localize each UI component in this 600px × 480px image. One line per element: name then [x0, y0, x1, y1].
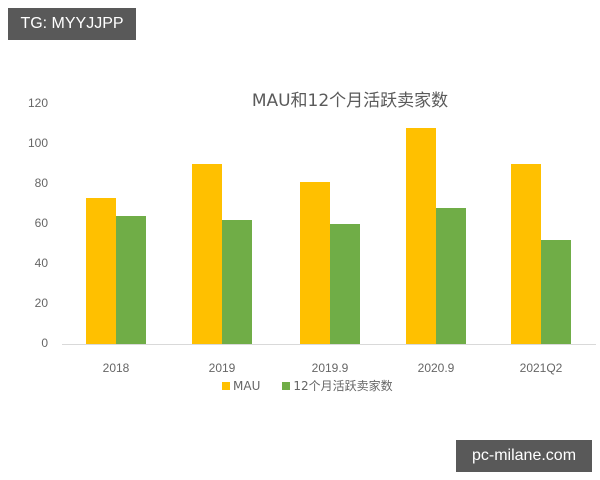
legend: MAU 12个月活跃卖家数 [222, 377, 415, 394]
x-tick-label: 2020.9 [417, 361, 455, 375]
legend-label-sellers: 12个月活跃卖家数 [293, 379, 393, 393]
bar-sellers [222, 220, 252, 344]
bar-mau [86, 198, 116, 344]
bar-sellers [436, 208, 466, 344]
legend-label-mau: MAU [233, 378, 261, 393]
y-tick-label: 100 [27, 136, 48, 150]
legend-swatch-sellers-icon [282, 381, 291, 390]
y-tick-label: 120 [27, 96, 48, 110]
watermark-bottom-right: pc-milane.com [456, 440, 592, 472]
y-tick-label: 0 [41, 336, 48, 350]
x-tick-label: 2018 [102, 361, 130, 375]
bar-mau [300, 182, 330, 344]
y-tick-label: 60 [34, 216, 48, 230]
y-tick-label: 80 [34, 176, 48, 190]
x-tick-label: 2019 [208, 361, 236, 375]
bar-mau [511, 164, 541, 344]
bar-mau [406, 128, 436, 344]
legend-swatch-mau-icon [222, 381, 230, 390]
chart-title: MAU和12个月活跃卖家数 [251, 91, 449, 111]
bar-mau [192, 164, 222, 344]
y-tick-label: 40 [34, 256, 48, 270]
watermark-top-left: TG: MYYJJPP [8, 8, 136, 40]
legend-item-mau: MAU [222, 379, 260, 393]
bar-sellers [116, 216, 146, 344]
bar-sellers [330, 224, 360, 344]
x-axis-line [62, 344, 596, 345]
x-tick-label: 2021Q2 [519, 361, 563, 375]
legend-item-sellers: 12个月活跃卖家数 [282, 377, 393, 394]
y-tick-label: 20 [34, 296, 48, 310]
bar-sellers [541, 240, 571, 344]
x-tick-label: 2019.9 [311, 361, 349, 375]
